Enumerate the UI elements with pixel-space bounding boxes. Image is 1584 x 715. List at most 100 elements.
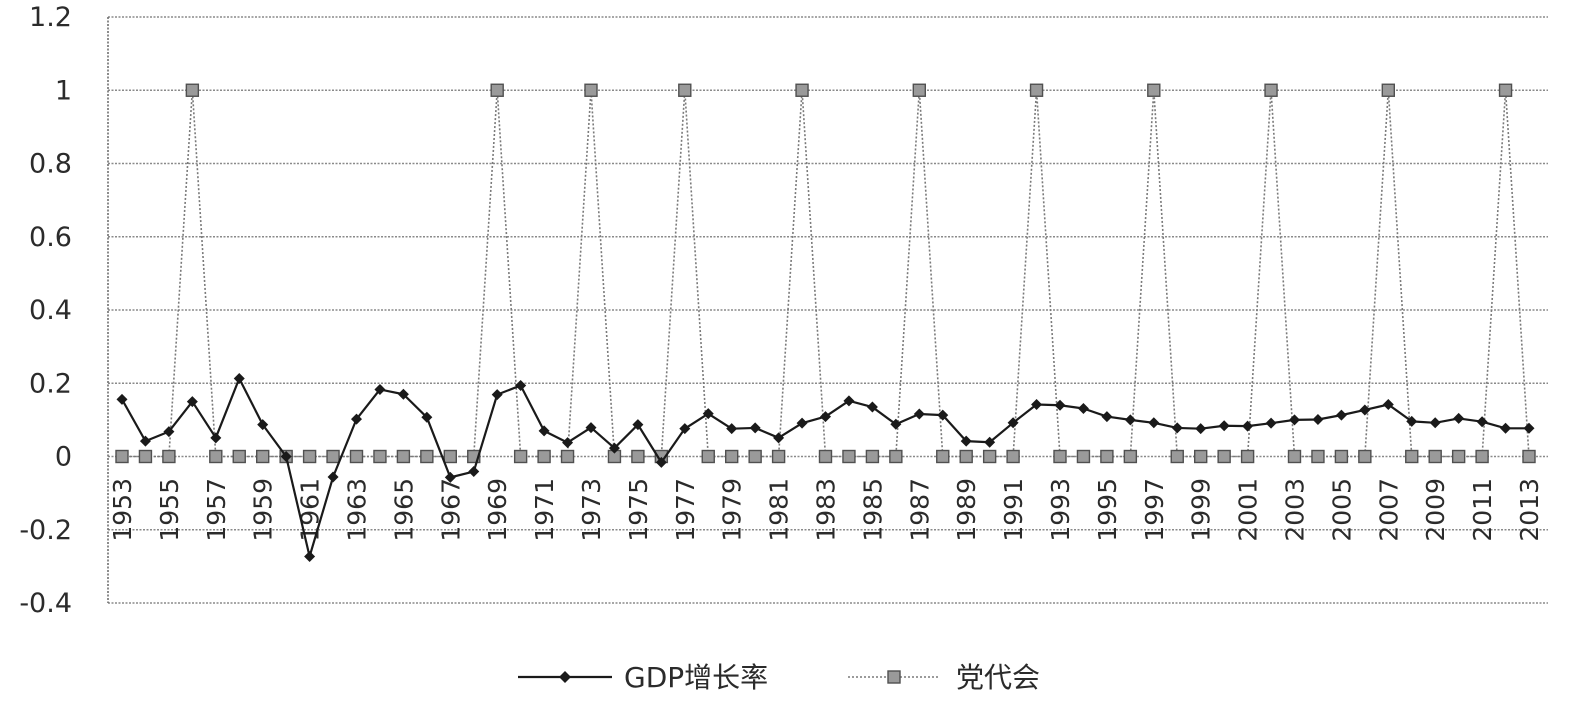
x-tick-label: 1973 bbox=[577, 478, 606, 542]
gdp-point bbox=[1523, 422, 1535, 434]
gdp-point bbox=[1101, 411, 1113, 423]
gdp-point bbox=[1007, 417, 1019, 429]
party-congress-point bbox=[1475, 449, 1489, 464]
y-tick-label: 0 bbox=[55, 442, 72, 473]
party-congress-point bbox=[115, 449, 129, 464]
party-congress-point bbox=[1123, 449, 1138, 464]
gdp-point bbox=[515, 379, 527, 391]
x-tick-label: 1959 bbox=[249, 478, 278, 542]
legend: GDP增长率 党代会 bbox=[518, 661, 1040, 694]
gdp-point bbox=[421, 411, 433, 423]
gdp-point bbox=[1195, 423, 1207, 435]
x-tick-label: 1983 bbox=[812, 478, 841, 542]
x-tick-label: 1977 bbox=[671, 478, 700, 542]
party-congress-point bbox=[443, 449, 457, 464]
x-tick-label: 2005 bbox=[1327, 478, 1356, 542]
gdp-point bbox=[1429, 417, 1441, 429]
gdp-point bbox=[1382, 398, 1394, 410]
gdp-point bbox=[304, 550, 316, 562]
gdp-point bbox=[186, 396, 198, 408]
y-tick-label: 0.6 bbox=[29, 222, 72, 253]
y-tick-label: 0.8 bbox=[29, 149, 72, 180]
gdp-point bbox=[444, 471, 456, 483]
gdp-point bbox=[585, 422, 597, 434]
party-congress-point bbox=[185, 83, 200, 97]
party-congress-point bbox=[912, 83, 926, 97]
party-congress-point bbox=[959, 449, 973, 464]
gdp-point bbox=[937, 409, 949, 421]
party-congress-point bbox=[326, 449, 340, 464]
party-congress-point bbox=[678, 83, 692, 97]
party-congress-point bbox=[1076, 449, 1091, 464]
party-congress-point bbox=[232, 449, 246, 464]
x-tick-label: 1997 bbox=[1140, 478, 1169, 542]
y-tick-label: 1 bbox=[55, 75, 72, 106]
party-congress-point bbox=[420, 449, 434, 464]
gdp-point bbox=[1289, 414, 1300, 426]
party-congress-point bbox=[1498, 83, 1513, 97]
party-congress-point bbox=[1358, 449, 1372, 464]
gdp-point bbox=[257, 419, 269, 431]
gdp-point bbox=[562, 437, 574, 449]
gdp-point bbox=[327, 471, 339, 483]
gdp-point bbox=[1453, 412, 1465, 424]
party-congress-point bbox=[936, 449, 950, 464]
gdp-point bbox=[655, 456, 667, 468]
x-tick-label: 2001 bbox=[1234, 478, 1263, 542]
gdp-point bbox=[608, 442, 620, 454]
x-tick-label: 1991 bbox=[999, 478, 1028, 542]
party-congress-point bbox=[1311, 449, 1325, 464]
party-congress-point bbox=[1451, 449, 1466, 464]
party-congress-point bbox=[795, 83, 809, 97]
party-congress-point bbox=[513, 449, 528, 464]
gdp-point bbox=[491, 389, 503, 401]
gdp-point bbox=[468, 466, 480, 478]
x-tick-label: 1981 bbox=[765, 478, 794, 542]
gdp-point bbox=[1500, 422, 1512, 434]
gdp-point bbox=[1218, 420, 1230, 432]
gdp-point bbox=[796, 417, 808, 429]
party-congress-point bbox=[209, 449, 223, 464]
gdp-point bbox=[890, 418, 902, 430]
gdp-point bbox=[820, 411, 831, 423]
party-congress-point bbox=[1287, 449, 1302, 464]
party-congress-point bbox=[818, 449, 833, 464]
x-tick-label: 1989 bbox=[952, 478, 981, 542]
x-axis-ticks: 1953 1955 1957 1959 1961 1963 1965 1967 1969 1971… bbox=[108, 478, 1544, 542]
x-tick-label: 1963 bbox=[343, 478, 372, 542]
gdp-point bbox=[139, 435, 151, 447]
y-tick-label: 0.4 bbox=[29, 295, 72, 326]
x-tick-label: 1955 bbox=[155, 478, 184, 542]
party-congress-point bbox=[1405, 449, 1419, 464]
x-tick-label: 2011 bbox=[1468, 478, 1497, 542]
gdp-point bbox=[773, 432, 785, 444]
legend-label-gdp: GDP增长率 bbox=[624, 661, 768, 694]
gdp-point bbox=[233, 372, 245, 384]
party-congress-point bbox=[1147, 83, 1161, 97]
gdp-point bbox=[1148, 417, 1160, 429]
party-congress-point bbox=[1522, 449, 1536, 464]
x-tick-label: 1993 bbox=[1046, 478, 1075, 542]
party-congress-point bbox=[1264, 83, 1278, 97]
gdp-point bbox=[280, 451, 292, 462]
x-tick-label: 1979 bbox=[718, 478, 747, 542]
party-congress-point bbox=[396, 449, 411, 464]
gdp-point bbox=[1054, 399, 1066, 411]
y-tick-label: -0.4 bbox=[19, 588, 72, 619]
gdp-point bbox=[632, 419, 644, 431]
gdp-point bbox=[1077, 403, 1089, 415]
party-congress-point bbox=[1428, 449, 1442, 464]
party-congress-point bbox=[302, 449, 317, 464]
party-congress-point bbox=[771, 449, 786, 464]
gdp-point bbox=[1242, 420, 1254, 432]
gdp-point bbox=[702, 408, 714, 420]
legend-marker-gdp bbox=[559, 671, 571, 683]
y-tick-label: -0.2 bbox=[19, 515, 72, 546]
gdp-point bbox=[1171, 422, 1183, 434]
x-tick-label: 2009 bbox=[1421, 478, 1450, 542]
party-congress-point bbox=[1240, 449, 1255, 464]
x-tick-label: 1985 bbox=[858, 478, 887, 542]
party-congress-point bbox=[1170, 449, 1184, 464]
gdp-point bbox=[984, 436, 996, 448]
